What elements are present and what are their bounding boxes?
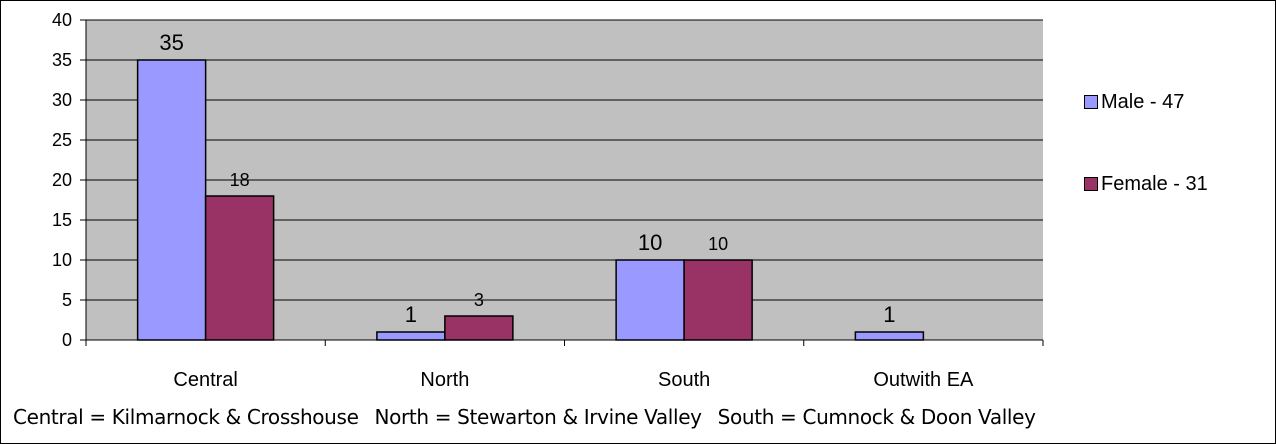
data-label: 1 — [405, 302, 417, 327]
y-tick-label: 40 — [52, 10, 72, 30]
footnote-north: North = Stewarton & Irvine Valley — [374, 405, 702, 429]
legend-label-male: Male - 47 — [1101, 90, 1185, 113]
y-tick-label: 30 — [52, 90, 72, 110]
bar-chart: 0 5 10 15 20 25 30 35 40 35 18 Central 1 3 North 10 10 So… — [52, 10, 1044, 391]
bar-male-central — [136, 59, 207, 341]
data-label: 18 — [230, 170, 250, 190]
y-tick-label: 35 — [52, 50, 72, 70]
bar-female-central — [204, 195, 275, 341]
x-tick-label: Central — [173, 369, 237, 391]
y-tick-label: 25 — [52, 130, 72, 150]
footnote-central: Central = Kilmarnock & Crosshouse — [13, 405, 359, 429]
x-tick-label: North — [420, 369, 469, 391]
y-tick-label: 5 — [62, 290, 72, 310]
data-label: 10 — [638, 230, 662, 255]
bar-female-north — [444, 315, 514, 341]
y-tick-label: 15 — [52, 210, 72, 230]
legend: Male - 47 Female - 31 — [1084, 89, 1274, 253]
y-tick-label: 0 — [62, 330, 72, 350]
legend-item-female: Female - 31 — [1084, 171, 1274, 197]
legend-swatch-female — [1084, 177, 1098, 191]
footnote-south: South = Cumnock & Doon Valley — [717, 405, 1036, 429]
bar-male-north — [376, 331, 446, 341]
y-tick-label: 10 — [52, 250, 72, 270]
x-tick-label: Outwith EA — [873, 369, 974, 391]
bar-female-south — [683, 259, 753, 341]
bar-male-south — [615, 259, 685, 341]
x-tick-label: South — [658, 369, 710, 391]
region-footnote: Central = Kilmarnock & Crosshouse North … — [13, 405, 1046, 429]
y-tick-label: 20 — [52, 170, 72, 190]
data-label: 10 — [708, 234, 728, 254]
legend-label-female: Female - 31 — [1101, 172, 1208, 195]
data-label: 1 — [883, 302, 895, 327]
data-label: 3 — [474, 290, 484, 310]
legend-swatch-male — [1084, 95, 1098, 109]
bar-male-outwith-ea — [854, 331, 925, 341]
data-label: 35 — [159, 30, 183, 55]
legend-item-male: Male - 47 — [1084, 89, 1274, 115]
